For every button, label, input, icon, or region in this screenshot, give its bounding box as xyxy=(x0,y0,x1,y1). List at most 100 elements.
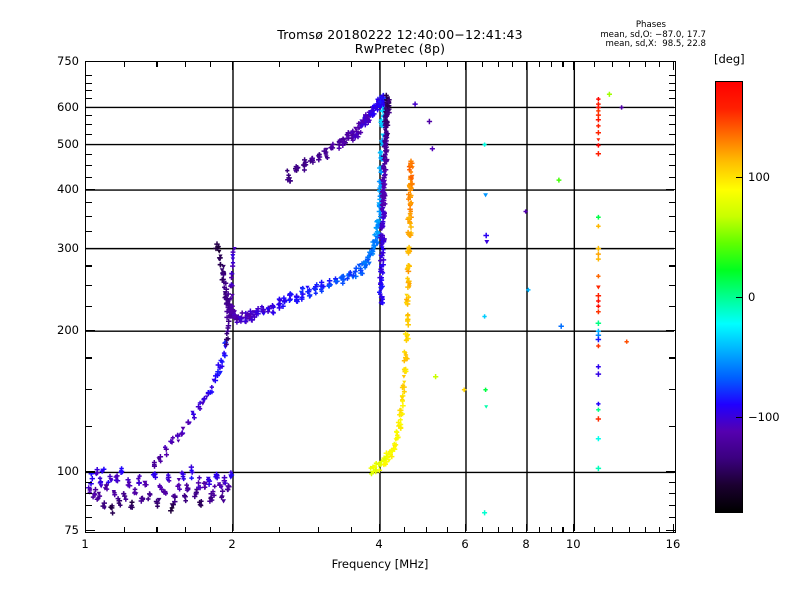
y-major-tick xyxy=(86,143,95,145)
x-major-tick-top xyxy=(465,62,467,70)
y-major-tick xyxy=(86,106,95,108)
y-minor-tick-right xyxy=(669,492,675,495)
y-minor-tick xyxy=(86,115,92,117)
x-minor-tick xyxy=(426,527,428,532)
x-minor-tick xyxy=(156,527,158,532)
x-minor-tick-top xyxy=(350,62,352,67)
x-major-tick xyxy=(673,524,675,532)
y-major-tick xyxy=(86,471,95,473)
y-major-tick-right xyxy=(666,471,675,473)
x-minor-tick-top xyxy=(538,62,541,67)
y-minor-tick xyxy=(86,284,92,286)
x-tick-label: 4 xyxy=(375,537,383,551)
y-tick-label: 500 xyxy=(57,136,79,151)
colorbar-tick-mark xyxy=(736,297,742,299)
x-minor-tick-top xyxy=(426,62,428,67)
y-minor-tick xyxy=(86,216,92,218)
x-tick-label: 6 xyxy=(461,537,469,551)
x-tick-label: 2 xyxy=(228,537,236,551)
x-minor-tick-top xyxy=(659,62,661,67)
y-minor-tick-right xyxy=(669,216,675,218)
x-minor-tick-top xyxy=(629,62,631,67)
y-minor-tick-right xyxy=(669,75,675,77)
colorbar-tick-label: −100 xyxy=(748,410,780,424)
x-minor-tick xyxy=(512,527,514,532)
y-minor-tick xyxy=(86,75,92,77)
y-minor-tick xyxy=(86,426,92,428)
y-minor-tick-right xyxy=(669,306,675,308)
y-minor-tick xyxy=(86,133,92,135)
y-major-tick-right xyxy=(666,61,675,63)
x-major-tick xyxy=(232,524,234,532)
colorbar-tick-mark xyxy=(736,417,742,419)
y-tick-label: 600 xyxy=(57,99,79,114)
phase-annotation-x-mode: mean, sd,X: 98.5, 22.8 xyxy=(605,39,706,50)
x-major-tick xyxy=(573,524,575,532)
y-minor-tick-right xyxy=(669,154,675,156)
x-minor-tick xyxy=(644,527,646,532)
plot-title-line2: RwPretec (8p) xyxy=(354,41,446,56)
y-minor-tick xyxy=(86,481,92,484)
y-major-tick xyxy=(86,247,95,249)
x-minor-tick xyxy=(562,527,564,532)
plot-canvas xyxy=(86,62,675,532)
y-tick-label: 750 xyxy=(57,54,79,68)
y-minor-tick-right xyxy=(669,90,675,92)
y-major-tick-right xyxy=(666,189,675,191)
y-minor-tick xyxy=(86,154,92,156)
y-minor-tick-right xyxy=(669,165,675,167)
x-minor-tick xyxy=(538,527,541,532)
y-minor-tick xyxy=(86,388,92,390)
x-minor-tick-top xyxy=(551,62,553,67)
phase-statistics-annotation: Phases mean, sd,O: −87.0, 17.7 mean, sd,… xyxy=(600,20,706,50)
x-minor-tick xyxy=(482,527,484,532)
x-minor-tick xyxy=(629,527,631,532)
x-minor-tick-top xyxy=(184,62,186,67)
y-minor-tick xyxy=(86,124,92,126)
x-minor-tick-top xyxy=(512,62,514,67)
plot-title-line1: Tromsø 20180222 12:40:00−12:41:43 xyxy=(277,27,523,42)
x-minor-tick xyxy=(318,527,320,532)
y-minor-tick-right xyxy=(669,98,675,100)
y-minor-tick xyxy=(86,306,92,308)
x-minor-tick xyxy=(497,527,499,532)
y-tick-label: 400 xyxy=(57,182,79,196)
y-tick-label: 75 xyxy=(64,523,79,537)
y-major-tick xyxy=(86,61,95,63)
x-minor-tick xyxy=(659,527,661,532)
x-major-tick-top xyxy=(232,62,234,70)
y-minor-tick xyxy=(86,90,92,92)
y-minor-tick-right xyxy=(669,481,675,484)
x-major-tick-top xyxy=(379,62,381,70)
y-minor-tick-right xyxy=(669,265,675,267)
colorbar-tick-label: 0 xyxy=(748,290,756,304)
y-minor-tick-right xyxy=(669,516,675,519)
y-minor-tick-right xyxy=(669,202,675,204)
x-tick-label: 8 xyxy=(522,537,530,551)
y-minor-tick xyxy=(86,504,92,506)
y-minor-tick-right xyxy=(669,82,675,84)
x-minor-tick-top xyxy=(562,62,564,67)
x-minor-tick-top xyxy=(279,62,281,67)
x-minor-tick xyxy=(350,527,352,532)
y-minor-tick-right xyxy=(669,504,675,506)
y-minor-tick xyxy=(86,231,92,233)
y-major-tick-right xyxy=(666,247,675,249)
y-minor-tick xyxy=(86,357,92,359)
x-axis-label: Frequency [MHz] xyxy=(331,557,429,571)
x-tick-label: 1 xyxy=(81,537,89,551)
x-minor-tick-top xyxy=(497,62,499,67)
x-major-tick-top xyxy=(573,62,575,70)
x-minor-tick xyxy=(209,527,211,532)
y-minor-tick-right xyxy=(669,124,675,126)
y-major-tick-right xyxy=(666,106,675,108)
x-major-tick-top xyxy=(526,62,528,70)
colorbar-tick-label: 100 xyxy=(748,170,770,184)
x-minor-tick xyxy=(612,527,614,532)
y-minor-tick xyxy=(86,176,92,178)
x-minor-tick-top xyxy=(446,62,448,67)
y-major-tick xyxy=(86,530,95,532)
x-minor-tick-top xyxy=(209,62,211,67)
y-minor-tick-right xyxy=(669,115,675,117)
